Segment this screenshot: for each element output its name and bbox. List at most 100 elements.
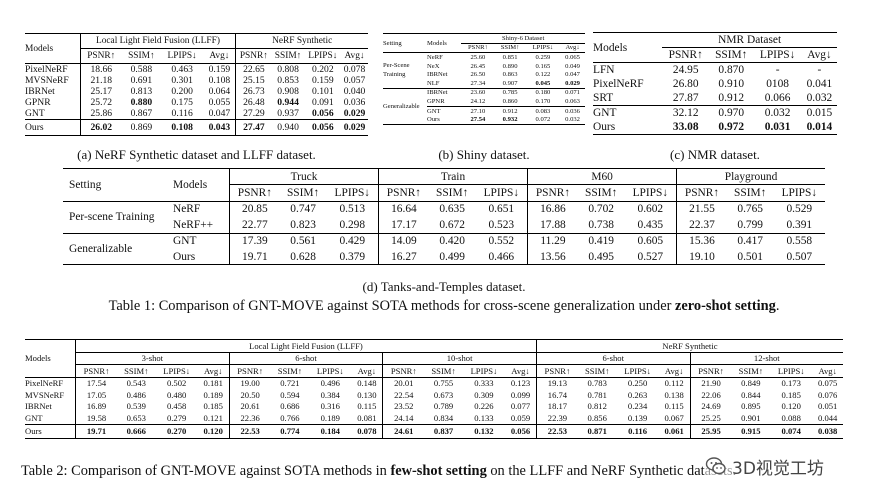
caption-emphasis: few-shot setting [390,463,487,479]
shot-header: 6-shot [536,352,691,365]
cell: 0.880 [130,97,153,108]
cell: 0.867 [130,108,153,119]
cell: 13.56 [540,250,566,263]
cell: 0.486 [126,389,146,400]
metric-header: Avg↓ [344,51,365,61]
metric-header: PSNR↑ [544,365,571,376]
table-row: LFN 24.95 0.870 - - [593,62,837,78]
setting-generalizable: Generalizable [69,242,133,255]
cell: 0.458 [166,401,187,412]
cell: 0.912 [718,92,745,104]
cell: 25.86 [90,108,113,119]
cell: 0.651 [475,201,529,218]
cell: 27.10 [470,107,486,115]
cell: 0.076 [818,389,838,400]
caption-d: (d) Tanks-and-Temples dataset. [362,279,526,294]
cell: 0.298 [326,217,380,234]
table-row: SRT 27.87 0.912 0.066 0.032 [593,91,837,106]
cell: 0.849 [741,378,761,389]
cell: 18.17 [547,401,568,412]
group-nerf: NeRF Synthetic [235,33,368,49]
cell: 27.29 [243,108,265,119]
table-nmr: Models NMR Dataset PSNR↑ SSIM↑ LPIPS↓ Av… [593,32,837,135]
cell: 0.813 [130,86,153,97]
cell: 0.480 [166,389,187,400]
setting-per-scene: Per-Scene Training [383,62,410,79]
metric-header: SSIM↑ [277,365,303,376]
cell: 0.466 [475,248,529,265]
metric-header: Avg↓ [197,364,230,377]
cell: 0.774 [280,426,300,436]
cell: 0.202 [312,64,334,75]
table-row: Ours 26.02 0.869 0.108 0.043 27.47 0.940 0.05… [25,119,368,136]
cell: 21.90 [701,378,721,389]
cell: 24.61 [394,426,414,436]
metric-header: Avg↓ [658,364,691,377]
table-row: GNT 25.86 0.867 0.116 0.047 27.29 0.937 0.056… [25,108,368,120]
metric-header: PSNR↑ [668,49,703,61]
cell: 0.056 [312,108,334,119]
shot-header: 6-shot [229,352,384,365]
cell: 0.121 [197,412,230,424]
cell: 0.561 [290,235,316,248]
cell: 26.50 [470,71,486,79]
table-row: PixelNeRF 26.80 0.910 0108 0.041 [593,77,837,91]
cell: 0.044 [818,412,838,423]
cell: 22.53 [547,426,568,436]
cell: 0.185 [197,400,230,412]
cell: 0.189 [320,412,340,423]
cell: 0.226 [474,401,494,412]
metric-header: LPIPS↓ [470,365,498,376]
cell: 0.170 [535,97,551,105]
caption-text: on the LLFF and NeRF Synthetic datasets. [486,463,737,479]
cell: 0.071 [565,89,580,97]
cell: 0.309 [474,389,494,400]
cell: 0.088 [781,412,801,423]
cell: 0.108 [171,122,193,133]
cell: 0.527 [624,248,678,265]
cell: 0.783 [587,378,607,389]
cell: - [817,64,822,76]
cell: 26.45 [470,62,486,70]
cell: 0.420 [439,235,465,248]
setting-header: Setting [63,168,173,202]
cell: 0.391 [786,218,813,231]
cell: 0.056 [312,122,334,133]
scene-train: Train [378,167,529,186]
metric-header: SSIM↑ [431,365,456,376]
metric-header: Avg↓ [565,44,580,52]
metric-header: PSNR↑ [684,187,720,200]
metric-header: SSIM↑ [124,365,149,376]
cell: 0108 [766,78,789,90]
cell: 32.12 [672,107,699,119]
cell: 25.60 [470,53,486,61]
cell: 0.032 [565,116,580,124]
models-header: Models [25,33,81,64]
cell: 0.605 [624,233,678,249]
cell: 0.120 [781,401,801,412]
table-shiny: Setting Models Shiny-6 Dataset PSNR↑ SSI… [383,32,585,125]
scene-playground: Playground [676,167,825,186]
cell: 0.061 [658,424,691,438]
cell: 23.52 [394,401,414,412]
cell: 0.653 [126,412,146,423]
cell: 0.316 [320,401,340,412]
cell: 22.36 [240,412,260,423]
cell: 27.54 [470,116,486,124]
table-fewshot: Models Local Light Field Fusion (LLFF) N… [25,339,843,439]
cell: 17.54 [86,378,107,389]
cell: 0.036 [343,97,366,108]
cell: 20.61 [240,401,260,412]
cell: 0.029 [343,122,366,133]
cell: 0.972 [718,121,745,133]
cell: 0.673 [433,389,454,400]
cell: 0.014 [806,121,833,133]
cell: 24.69 [701,401,721,412]
cell: 0.863 [502,71,518,79]
metric-header: LPIPS↓ [167,51,197,61]
watermark: 3D视觉工坊 [705,452,881,480]
cell: 24.95 [672,64,699,76]
model-name: NeX [427,62,440,70]
model-name: IBRNet [427,89,448,97]
scene-m60: M60 [527,167,678,186]
